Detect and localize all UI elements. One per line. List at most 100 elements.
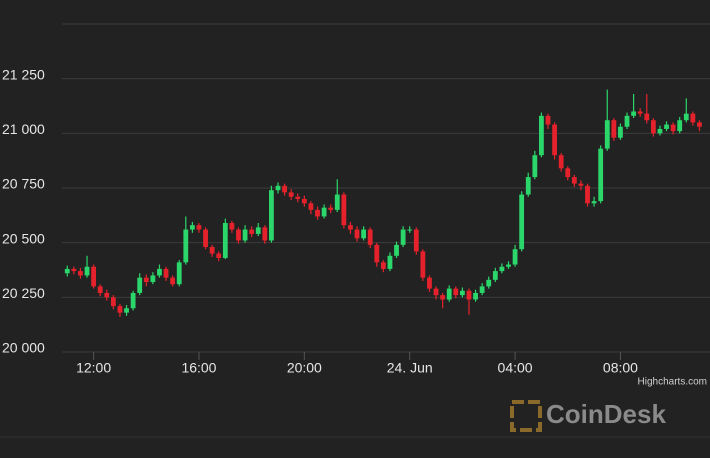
- y-tick-label: 20 250: [2, 285, 45, 301]
- candle-body: [578, 183, 584, 186]
- candle-body: [137, 277, 143, 293]
- candle-body: [288, 192, 294, 197]
- x-tick-label: 20:00: [287, 360, 322, 376]
- candle-body: [506, 264, 511, 267]
- candle-body: [163, 268, 169, 278]
- x-tick-label: 12:00: [76, 360, 111, 376]
- candle-body: [637, 111, 643, 114]
- candle-body: [269, 190, 274, 241]
- y-tick-label: 21 250: [2, 66, 45, 82]
- candle-body: [176, 262, 182, 285]
- candle-body: [170, 277, 176, 285]
- candle-body: [532, 155, 538, 178]
- candle-body: [598, 148, 604, 202]
- candle-body: [361, 229, 367, 239]
- candle-body: [203, 229, 208, 248]
- candle-body: [91, 266, 97, 287]
- candle-body: [611, 120, 617, 138]
- candle-body: [348, 225, 353, 230]
- candle-body: [308, 203, 314, 210]
- candle-body: [71, 268, 77, 272]
- candle-body: [453, 288, 459, 296]
- candle-body: [565, 168, 571, 178]
- candle-body: [380, 262, 386, 269]
- candle-body: [473, 292, 478, 300]
- logo-icon: [510, 400, 542, 432]
- candle-body: [683, 113, 689, 121]
- candle-body: [558, 155, 564, 169]
- candle-body: [189, 225, 195, 230]
- candle-body: [84, 266, 90, 276]
- candle-body: [585, 185, 590, 204]
- candle-body: [275, 185, 281, 191]
- candle-body: [321, 207, 327, 217]
- candle-body: [697, 122, 702, 127]
- candle-body: [222, 222, 228, 258]
- candle-body: [539, 115, 544, 156]
- candle-body: [262, 227, 268, 241]
- candle-body: [354, 229, 360, 239]
- candle-body: [624, 115, 630, 127]
- candle-body: [78, 271, 83, 276]
- candle-body: [387, 255, 393, 269]
- candle-body: [446, 288, 452, 300]
- candle-body: [545, 115, 551, 125]
- candle-body: [604, 120, 610, 149]
- candle-body: [400, 229, 406, 245]
- candle-body: [427, 277, 432, 289]
- candle-body: [255, 227, 261, 234]
- candle-body: [209, 247, 215, 254]
- candle-body: [196, 225, 202, 230]
- candle-body: [341, 194, 347, 226]
- candle-body: [110, 297, 116, 307]
- candle-body: [664, 124, 669, 129]
- y-tick-label: 20 500: [2, 230, 45, 246]
- candle-body: [143, 277, 149, 283]
- x-tick-label: 04:00: [498, 360, 533, 376]
- candle-body: [413, 229, 419, 252]
- candle-body: [328, 207, 334, 210]
- candle-body: [650, 120, 656, 134]
- y-tick-label: 21 000: [2, 121, 45, 137]
- candle-body: [104, 292, 110, 298]
- candle-body: [374, 244, 380, 263]
- candle-body: [459, 290, 465, 296]
- x-tick-label: 08:00: [603, 360, 638, 376]
- candle-body: [670, 124, 676, 132]
- candle-body: [512, 249, 518, 265]
- candle-body: [301, 198, 307, 204]
- candle-body: [295, 196, 301, 199]
- candle-body: [150, 275, 156, 283]
- credits: Highcharts.com: [638, 377, 707, 388]
- candle-body: [117, 306, 123, 313]
- candle-body: [157, 268, 162, 276]
- candle-body: [216, 253, 222, 258]
- candle-body: [242, 229, 248, 241]
- candle-body: [466, 290, 472, 300]
- x-tick-label: 24. Jun: [387, 360, 433, 376]
- candle-body: [618, 126, 623, 138]
- candle-body: [492, 271, 498, 280]
- candle-body: [130, 292, 136, 309]
- candle-body: [499, 266, 505, 272]
- candle-body: [124, 308, 129, 313]
- candle-body: [486, 279, 492, 287]
- candles: [64, 89, 702, 318]
- candle-body: [433, 288, 439, 296]
- candle-body: [394, 244, 399, 256]
- candle-body: [249, 229, 255, 234]
- candle-body: [183, 229, 189, 263]
- watermark: CoinDesk: [546, 399, 666, 429]
- candle-body: [236, 229, 241, 241]
- watermark-logo: CoinDesk: [510, 399, 666, 432]
- candle-body: [552, 124, 557, 156]
- candle-body: [420, 251, 426, 278]
- x-tick-label: 16:00: [181, 360, 216, 376]
- candle-body: [479, 286, 485, 293]
- candle-body: [407, 229, 413, 231]
- y-tick-label: 20 000: [2, 340, 45, 356]
- candle-body: [631, 111, 637, 116]
- candle-body: [440, 295, 446, 300]
- candle-body: [591, 201, 597, 204]
